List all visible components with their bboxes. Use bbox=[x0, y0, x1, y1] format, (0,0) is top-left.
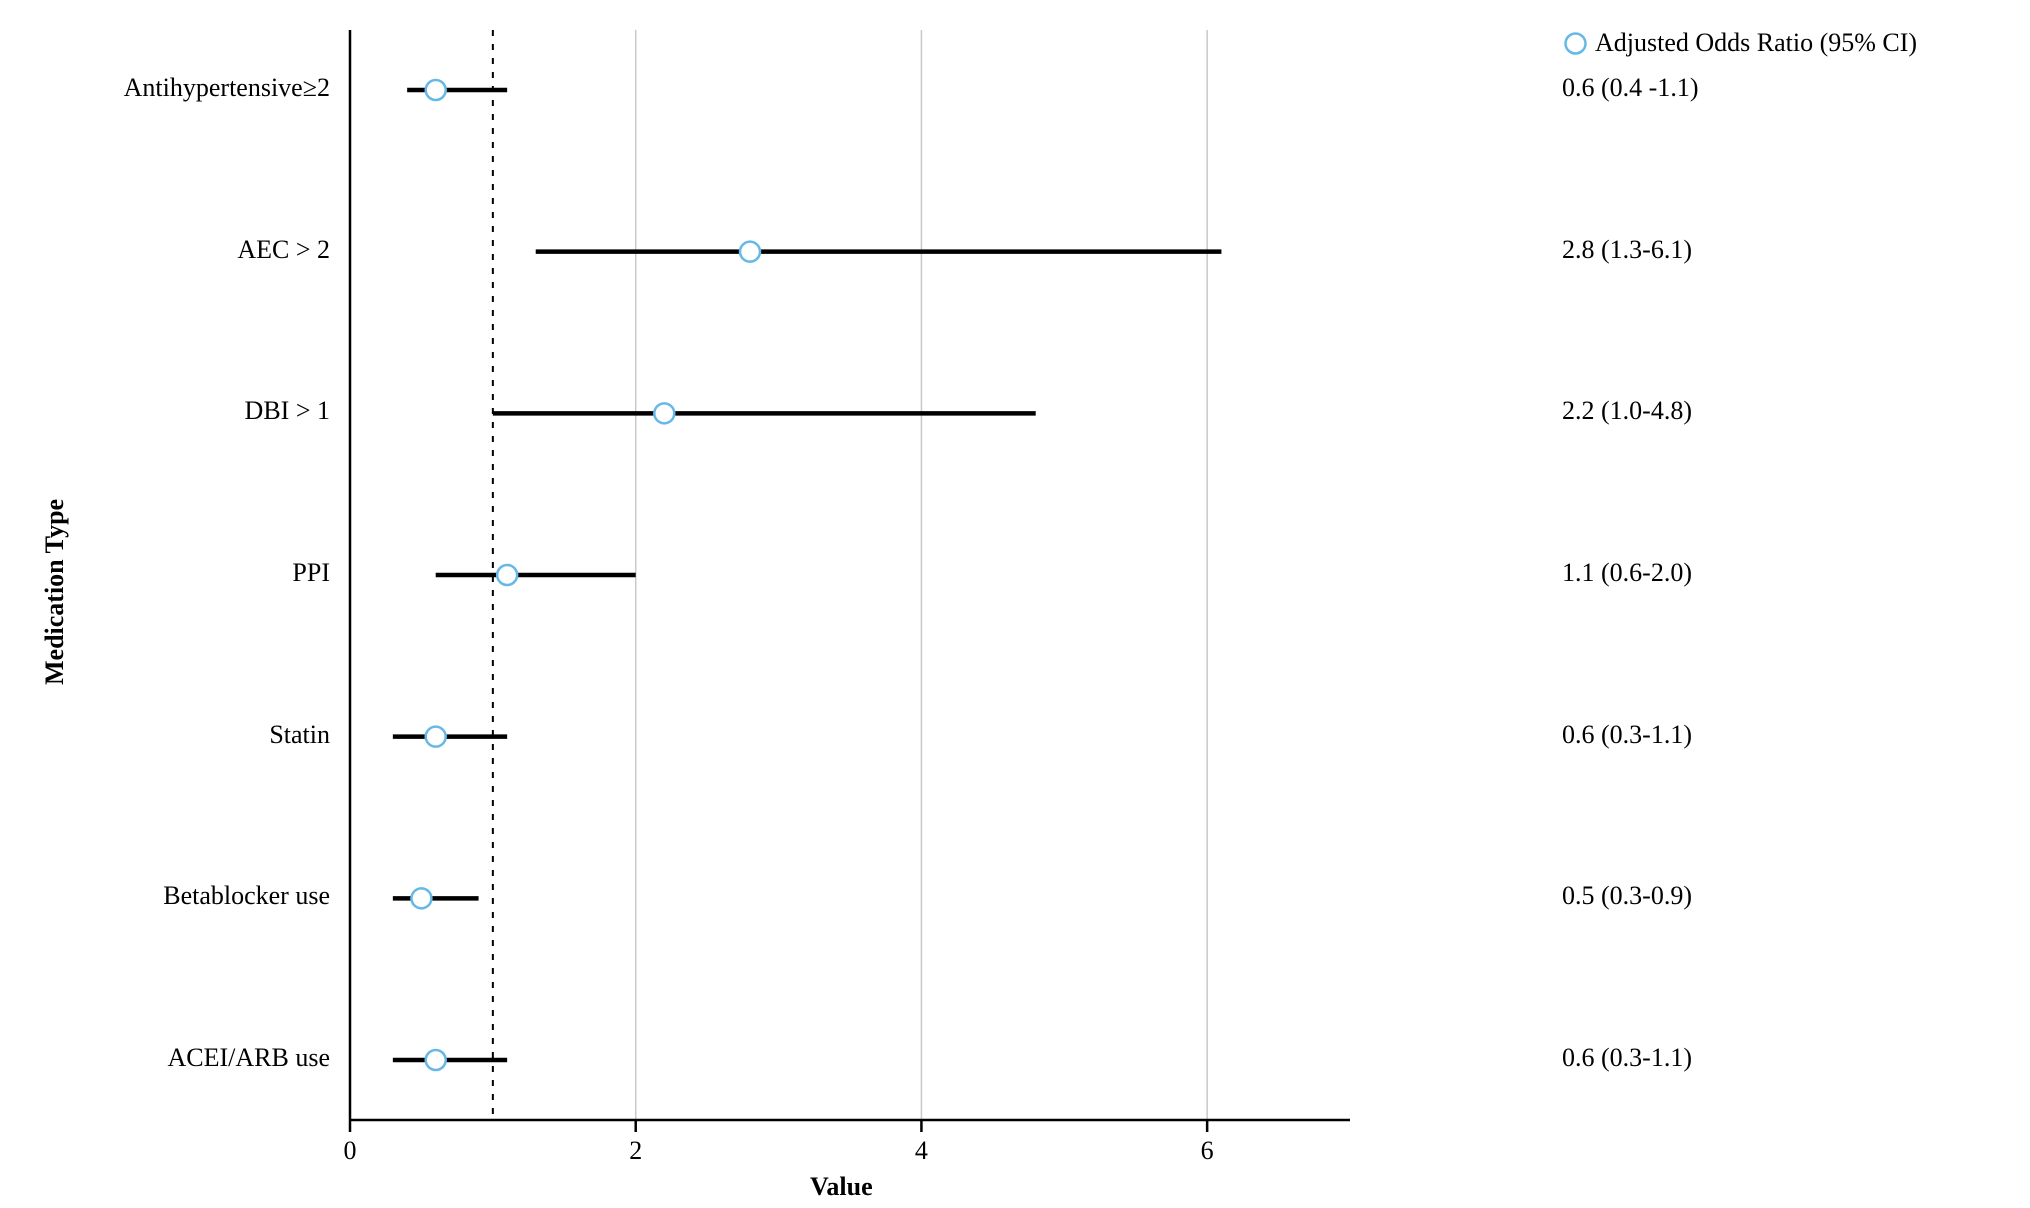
or-marker bbox=[426, 727, 446, 747]
forest-plot: Medication Type Value Adjusted Odds Rati… bbox=[0, 0, 2030, 1208]
value-label: 0.6 (0.3-1.1) bbox=[1562, 1043, 1692, 1073]
or-marker bbox=[426, 80, 446, 100]
legend-label: Adjusted Odds Ratio (95% CI) bbox=[1595, 28, 1917, 58]
value-label: 0.6 (0.4 -1.1) bbox=[1562, 73, 1698, 103]
or-marker bbox=[497, 565, 517, 585]
value-label: 1.1 (0.6-2.0) bbox=[1562, 558, 1692, 588]
category-label: DBI > 1 bbox=[245, 396, 330, 426]
value-label: 0.5 (0.3-0.9) bbox=[1562, 881, 1692, 911]
x-tick-label: 0 bbox=[344, 1136, 357, 1166]
x-tick-label: 6 bbox=[1201, 1136, 1214, 1166]
legend: Adjusted Odds Ratio (95% CI) bbox=[1562, 28, 1917, 58]
category-label: Antihypertensive≥2 bbox=[124, 73, 330, 103]
category-label: PPI bbox=[292, 558, 330, 588]
or-marker bbox=[411, 888, 431, 908]
category-label: Statin bbox=[269, 720, 330, 750]
y-axis-title: Medication Type bbox=[40, 499, 70, 685]
or-marker bbox=[426, 1050, 446, 1070]
category-label: AEC > 2 bbox=[237, 235, 330, 265]
x-tick-label: 4 bbox=[915, 1136, 928, 1166]
category-label: Betablocker use bbox=[163, 881, 330, 911]
x-axis-title: Value bbox=[810, 1172, 873, 1202]
category-label: ACEI/ARB use bbox=[168, 1043, 331, 1073]
or-marker bbox=[740, 242, 760, 262]
plot-svg bbox=[0, 0, 2030, 1208]
or-marker bbox=[654, 403, 674, 423]
value-label: 2.8 (1.3-6.1) bbox=[1562, 235, 1692, 265]
legend-marker-icon bbox=[1562, 30, 1589, 57]
x-tick-label: 2 bbox=[629, 1136, 642, 1166]
value-label: 0.6 (0.3-1.1) bbox=[1562, 720, 1692, 750]
value-label: 2.2 (1.0-4.8) bbox=[1562, 396, 1692, 426]
